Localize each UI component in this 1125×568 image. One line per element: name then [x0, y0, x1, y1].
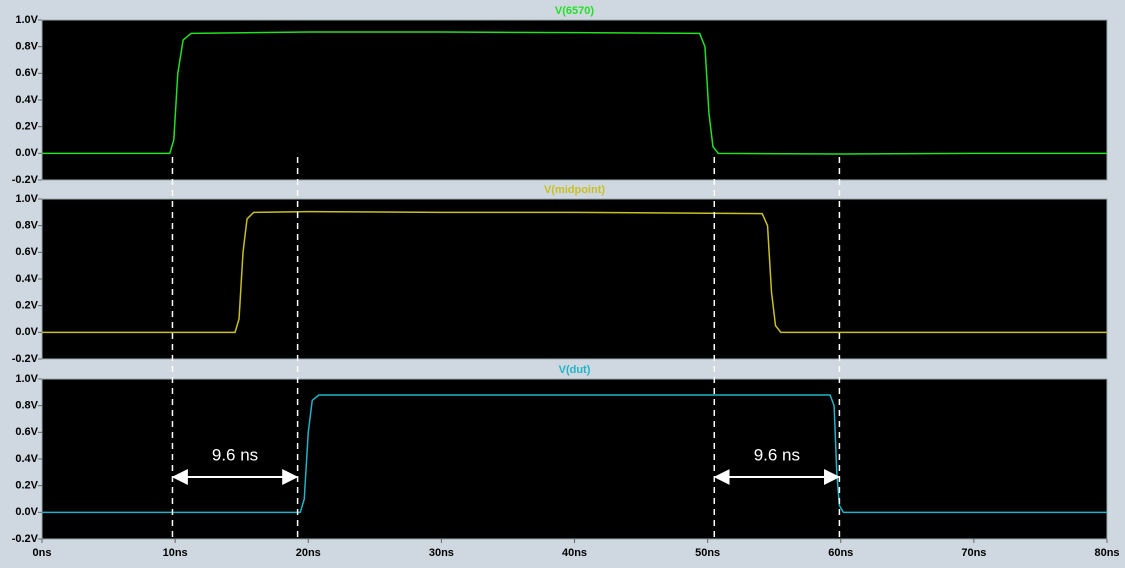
y-tick-label: 0.8V — [15, 41, 38, 53]
y-tick-label: -0.2V — [12, 353, 39, 365]
x-tick-label: 80ns — [1094, 547, 1119, 559]
y-tick-label: 0.6V — [15, 246, 38, 258]
y-tick-label: 0.4V — [15, 273, 38, 285]
trace — [42, 210, 1107, 334]
x-tick-label: 40ns — [562, 547, 587, 559]
y-tick-label: 0.2V — [15, 480, 38, 492]
y-tick-label: 0.8V — [15, 400, 38, 412]
plot-area — [41, 198, 1108, 360]
span-label: 9.6 ns — [754, 445, 800, 464]
x-tick-label: 50ns — [695, 547, 720, 559]
x-tick-label: 30ns — [429, 547, 454, 559]
y-tick-label: 0.2V — [15, 121, 38, 133]
y-tick-label: -0.2V — [12, 533, 39, 545]
y-tick-label: 0.4V — [15, 453, 38, 465]
y-tick-label: 1.0V — [15, 373, 38, 385]
y-tick-label: 0.0V — [15, 147, 38, 159]
y-tick-label: 1.0V — [15, 14, 38, 26]
y-tick-label: 0.6V — [15, 426, 38, 438]
y-tick-label: 0.4V — [15, 94, 38, 106]
x-tick-label: 70ns — [961, 547, 986, 559]
y-tick-label: 0.2V — [15, 300, 38, 312]
y-tick-label: 0.8V — [15, 220, 38, 232]
pane-title: V(dut) — [559, 364, 591, 376]
pane-title: V(midpoint) — [544, 184, 605, 196]
span-label: 9.6 ns — [212, 445, 258, 464]
y-tick-label: 0.0V — [15, 506, 38, 518]
pane-title: V(6570) — [555, 5, 594, 17]
x-tick-label: 20ns — [296, 547, 321, 559]
y-tick-label: -0.2V — [12, 174, 39, 186]
trace — [42, 394, 1107, 514]
x-tick-label: 10ns — [163, 547, 188, 559]
y-tick-label: 0.6V — [15, 67, 38, 79]
y-tick-label: 0.0V — [15, 326, 38, 338]
plot-area — [41, 19, 1108, 181]
x-tick-label: 0ns — [33, 547, 52, 559]
x-tick-label: 60ns — [828, 547, 853, 559]
plot-area — [41, 378, 1108, 540]
y-tick-label: 1.0V — [15, 193, 38, 205]
trace — [42, 31, 1107, 155]
